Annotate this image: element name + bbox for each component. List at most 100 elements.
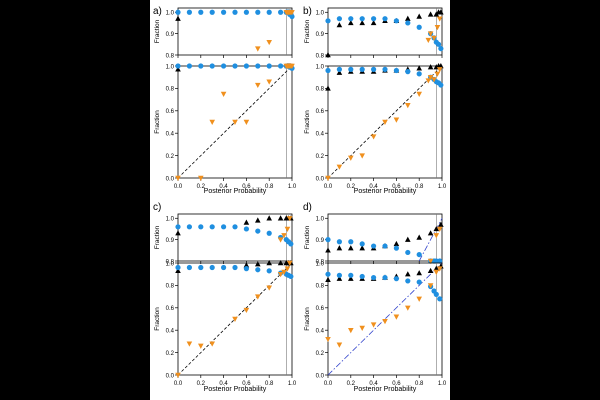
orange-triangle-point (393, 314, 400, 320)
y-tick-label: 0.8 (166, 53, 175, 59)
blue-circle-point (278, 63, 284, 69)
blue-circle-point (232, 224, 238, 230)
diagonal-reference-line (418, 218, 443, 262)
y-tick-label: 0.6 (316, 306, 325, 312)
black-triangle-point (277, 260, 284, 266)
orange-triangle-point (425, 78, 432, 84)
y-tick-label: 0.4 (166, 132, 175, 138)
blue-circle-point (255, 228, 261, 234)
orange-triangle-point (266, 79, 272, 85)
black-triangle-point (348, 275, 354, 281)
orange-triangle-point (433, 233, 440, 239)
blue-circle-point (371, 16, 377, 22)
blue-circle-point (359, 241, 365, 247)
orange-triangle-point (175, 175, 181, 181)
blue-circle-point (209, 63, 215, 69)
orange-triangle-point (427, 31, 434, 37)
orange-triangle-point (232, 119, 238, 125)
blue-circle-point (243, 266, 249, 272)
orange-triangle-point (266, 285, 272, 291)
blue-circle-point (198, 224, 204, 230)
x-tick-label: 0.4 (369, 184, 378, 190)
x-tick-label: 0.8 (415, 381, 424, 387)
orange-triangle-point (209, 119, 215, 125)
orange-triangle-point (336, 164, 343, 170)
x-tick-label: 0.2 (197, 381, 206, 387)
black-triangle-point (175, 267, 181, 274)
blue-circle-point (382, 16, 388, 22)
black-triangle-point (336, 22, 343, 28)
orange-triangle-point (289, 63, 295, 69)
y-tick-label: 1.0 (316, 217, 325, 223)
orange-triangle-point (336, 342, 343, 348)
blue-circle-point (209, 264, 215, 271)
blue-circle-point (371, 243, 377, 249)
y-tick-label: 1.0 (166, 64, 175, 70)
orange-triangle-point (434, 25, 441, 31)
y-tick-label: 0.9 (316, 32, 325, 38)
y-tick-label: 1.0 (316, 261, 325, 267)
blue-circle-point (243, 9, 249, 15)
y-tick-label: 0.9 (166, 238, 175, 244)
y-tick-label: 0.8 (166, 259, 175, 265)
diagonal-reference-line (327, 262, 443, 376)
y-tick-label: 1.0 (166, 11, 175, 17)
orange-triangle-point (416, 296, 422, 302)
y-tick-label: 1.0 (316, 64, 325, 70)
y-axis-label: Fraction (154, 225, 161, 249)
black-triangle-point (348, 19, 354, 26)
blue-circle-point (278, 9, 284, 15)
blue-circle-point (359, 16, 365, 22)
x-tick-label: 0.4 (219, 381, 228, 387)
blue-circle-point (359, 273, 365, 280)
black-triangle-point (416, 234, 422, 240)
panel-1-bottom-plot: 0.0 0.2 0.4 0.6 0.8 1.0 Fraction 0.0 0.2 0.4 0.6 0.… (154, 63, 297, 190)
x-tick-label: 0.2 (197, 184, 206, 190)
orange-triangle-point (281, 233, 287, 239)
orange-triangle-point (416, 91, 422, 97)
black-triangle-point (416, 270, 422, 276)
blue-circle-point (288, 273, 294, 280)
black-triangle-point (243, 262, 250, 268)
blue-circle-point (393, 18, 399, 24)
blue-circle-point (266, 9, 272, 15)
panel-2-bottom-plot: 0.0 0.2 0.4 0.6 0.8 1.0 Fraction 0.0 0.2 0.4 0.6 0.… (304, 63, 447, 190)
panel-label: c) (153, 202, 161, 213)
orange-triangle-point (348, 155, 354, 161)
panel-4-top-plot: 0.8 0.9 1.0 Fraction (304, 213, 444, 265)
diagonal-reference-line (177, 65, 293, 179)
orange-triangle-point (198, 343, 204, 349)
blue-circle-point (371, 66, 377, 72)
orange-triangle-point (325, 336, 331, 343)
y-tick-label: 0.2 (166, 154, 175, 160)
blue-circle-point (232, 264, 238, 271)
y-axis-label: Fraction (154, 19, 161, 43)
orange-triangle-point (198, 175, 204, 181)
y-tick-label: 0.0 (166, 176, 175, 182)
x-tick-label: 0.6 (392, 184, 401, 190)
black-triangle-point (438, 63, 444, 69)
black-triangle-point (405, 15, 411, 21)
blue-circle-point (209, 224, 215, 230)
y-axis-label: Fraction (304, 225, 311, 249)
orange-triangle-point (286, 216, 293, 222)
y-tick-label: 0.2 (166, 351, 175, 357)
blue-circle-point (437, 296, 443, 302)
blue-circle-point (255, 63, 261, 69)
blue-circle-point (221, 264, 227, 271)
blue-circle-point (325, 67, 331, 74)
blue-circle-point (393, 245, 399, 251)
orange-triangle-point (266, 39, 272, 46)
y-tick-label: 0.6 (166, 306, 175, 312)
y-tick-label: 0.9 (316, 238, 325, 244)
blue-circle-point (325, 237, 331, 243)
x-tick-label: 0.0 (324, 381, 333, 387)
blue-circle-point (405, 69, 411, 75)
orange-triangle-point (277, 237, 284, 243)
blue-circle-point (438, 82, 444, 88)
orange-triangle-point (348, 328, 354, 334)
blue-circle-point (266, 268, 272, 274)
black-triangle-point (325, 276, 331, 282)
x-tick-label: 0.0 (324, 184, 333, 190)
y-tick-label: 0.8 (316, 259, 325, 265)
